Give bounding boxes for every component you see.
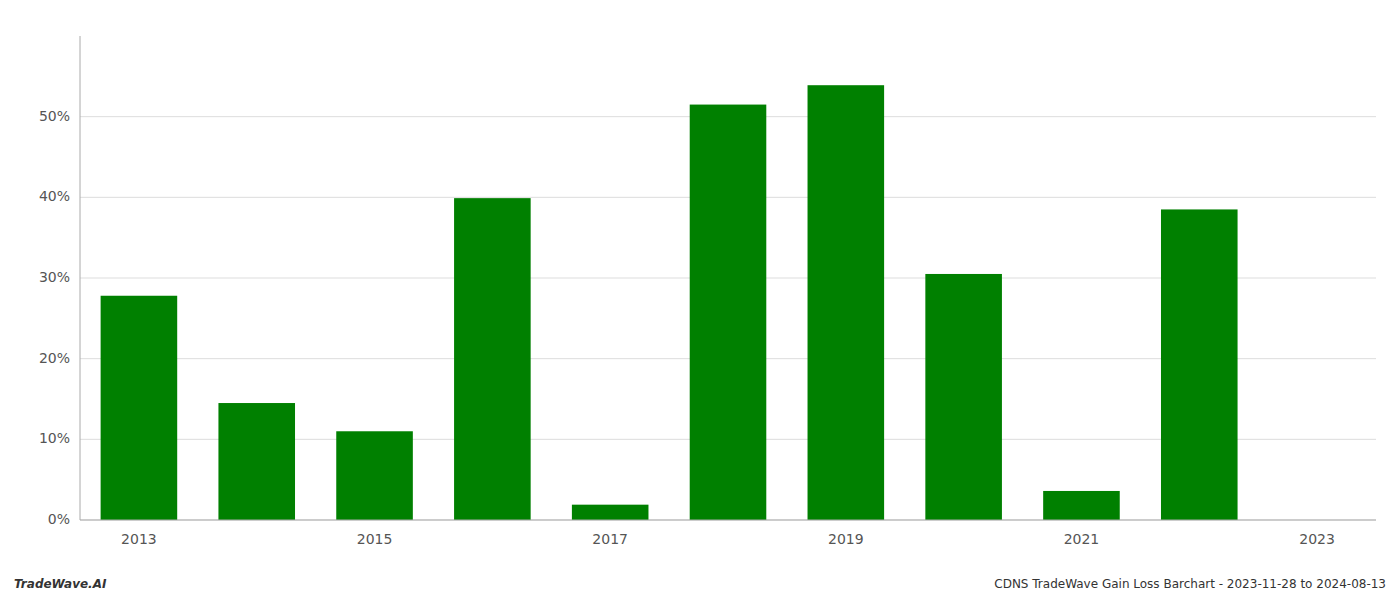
bar — [454, 198, 531, 520]
x-axis-line — [80, 520, 1376, 521]
y-tick-label: 50% — [39, 108, 70, 124]
bar — [925, 274, 1002, 520]
bar — [1161, 209, 1238, 520]
x-tick-label: 2013 — [121, 531, 157, 547]
bar — [808, 85, 885, 520]
bar — [101, 296, 178, 520]
bar — [690, 105, 767, 520]
bar — [1043, 491, 1120, 520]
bars — [101, 85, 1238, 520]
grid-line — [80, 520, 1376, 521]
bar — [218, 403, 295, 520]
x-tick-label: 2019 — [828, 531, 864, 547]
x-tick-label: 2021 — [1064, 531, 1100, 547]
y-axis-line — [80, 36, 81, 520]
y-tick-label: 0% — [48, 511, 70, 527]
footer-left: TradeWave.AI — [14, 577, 107, 591]
chart-container: 0% 10% 20% 30% 40% 50% 2013 2015 2017 2019 2021 202… — [0, 0, 1400, 600]
y-tick-label: 20% — [39, 350, 70, 366]
footer-right: CDNS TradeWave Gain Loss Barchart - 2023… — [994, 577, 1386, 591]
x-tick-label: 2015 — [357, 531, 393, 547]
x-tick-label: 2017 — [592, 531, 628, 547]
x-tick-labels: 2013 2015 2017 2019 2021 2023 — [121, 531, 1335, 547]
y-tick-labels: 0% 10% 20% 30% 40% 50% — [39, 108, 70, 527]
x-tick-label: 2023 — [1299, 531, 1335, 547]
y-tick-label: 30% — [39, 269, 70, 285]
bar — [572, 505, 649, 520]
bar — [336, 431, 413, 520]
y-tick-label: 40% — [39, 188, 70, 204]
chart-svg: 0% 10% 20% 30% 40% 50% 2013 2015 2017 2019 2021 202… — [0, 0, 1400, 600]
y-tick-label: 10% — [39, 430, 70, 446]
